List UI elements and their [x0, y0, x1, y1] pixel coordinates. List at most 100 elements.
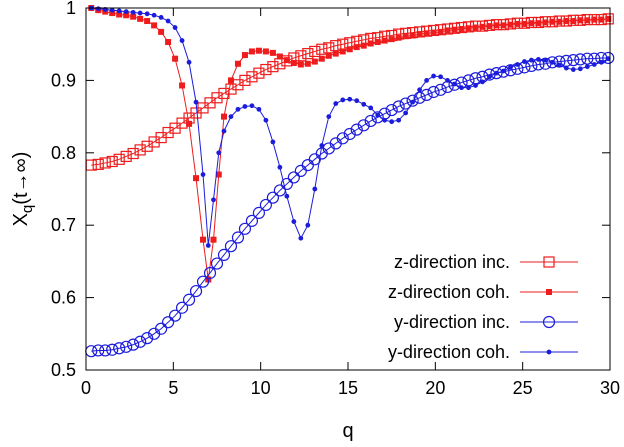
x-tick-label: 15 — [338, 378, 358, 398]
data-point — [406, 94, 419, 107]
data-point — [326, 114, 332, 119]
data-point — [305, 222, 311, 228]
data-point — [186, 59, 192, 65]
data-point — [141, 332, 154, 345]
data-point — [256, 106, 262, 112]
data-point — [522, 59, 527, 64]
data-point — [375, 112, 381, 118]
data-point — [577, 17, 584, 24]
data-point — [602, 51, 615, 65]
data-point — [567, 54, 580, 67]
data-point — [354, 98, 360, 104]
data-point — [165, 39, 172, 46]
data-point — [336, 132, 349, 145]
data-point — [316, 43, 328, 55]
y-axis-title-main: X — [10, 213, 32, 226]
data-point — [542, 315, 556, 329]
data-point — [340, 97, 346, 103]
data-point — [158, 28, 165, 35]
data-point — [295, 50, 307, 62]
data-point — [448, 78, 461, 91]
data-point — [424, 78, 429, 83]
data-point — [490, 67, 503, 80]
data-point — [413, 91, 426, 104]
data-point — [494, 70, 499, 76]
data-point — [168, 309, 182, 322]
data-point — [591, 62, 597, 67]
data-point — [205, 243, 211, 248]
legend: z-direction inc. z-direction coh. y-direct… — [388, 252, 578, 362]
data-point — [266, 191, 279, 204]
data-point — [99, 157, 111, 169]
data-point — [427, 85, 440, 99]
data-point — [270, 139, 276, 145]
data-point — [543, 256, 555, 268]
data-point — [193, 99, 199, 105]
data-point — [231, 231, 245, 244]
legend-item: y-direction inc. — [394, 312, 578, 332]
data-point — [189, 284, 203, 298]
data-point — [350, 123, 363, 136]
data-point — [123, 9, 129, 15]
data-point — [302, 48, 314, 60]
data-point — [480, 79, 485, 85]
data-point — [584, 64, 590, 70]
data-point — [570, 18, 577, 25]
data-point — [155, 322, 168, 335]
data-point — [137, 10, 143, 16]
data-point — [262, 48, 269, 55]
legend-item: z-direction inc. — [394, 252, 578, 272]
legend-item: y-direction coh. — [388, 342, 578, 362]
axis-ticks — [85, 7, 611, 371]
data-point — [172, 55, 179, 62]
data-point — [255, 47, 262, 54]
data-point — [493, 22, 500, 29]
data-point — [458, 25, 465, 32]
data-point — [196, 275, 210, 288]
data-point — [487, 74, 492, 80]
svg-text:Xq(t→∞): Xq(t→∞) — [10, 152, 36, 227]
data-point — [151, 22, 158, 29]
data-point — [357, 119, 370, 132]
data-point — [556, 18, 563, 25]
data-point — [598, 59, 604, 65]
data-point — [221, 128, 227, 134]
data-point — [410, 99, 416, 105]
x-axis-title: q — [342, 420, 353, 442]
data-point — [134, 335, 147, 348]
data-point — [546, 349, 552, 355]
data-point — [444, 27, 451, 34]
data-point — [284, 193, 290, 199]
data-point — [162, 126, 174, 139]
data-point — [239, 74, 251, 87]
data-point — [276, 53, 283, 60]
data-point — [402, 33, 409, 40]
data-point — [120, 150, 132, 163]
data-point — [343, 127, 356, 141]
x-tick-label: 5 — [168, 378, 178, 398]
data-point — [161, 316, 175, 329]
data-point — [396, 117, 402, 123]
y-axis-title-paren: (t→∞) — [10, 152, 32, 205]
data-point — [431, 73, 436, 79]
data-point — [200, 172, 206, 177]
data-point — [347, 96, 353, 102]
data-point — [113, 342, 126, 355]
data-point — [225, 83, 237, 95]
data-point — [577, 66, 583, 72]
data-point — [123, 12, 130, 19]
data-point — [501, 68, 506, 74]
x-tick-label: 30 — [600, 378, 620, 398]
data-point — [332, 50, 339, 57]
x-tick-label: 0 — [81, 378, 91, 398]
data-point — [297, 61, 304, 68]
data-point — [186, 120, 193, 127]
data-point — [252, 206, 266, 219]
y-tick-label: 0.9 — [51, 70, 76, 90]
data-point — [92, 158, 104, 170]
series-line — [91, 7, 609, 280]
y-axis-title: Xq(t→∞) — [10, 152, 36, 227]
data-point — [371, 111, 384, 124]
data-point — [182, 293, 196, 306]
data-point — [563, 18, 570, 25]
